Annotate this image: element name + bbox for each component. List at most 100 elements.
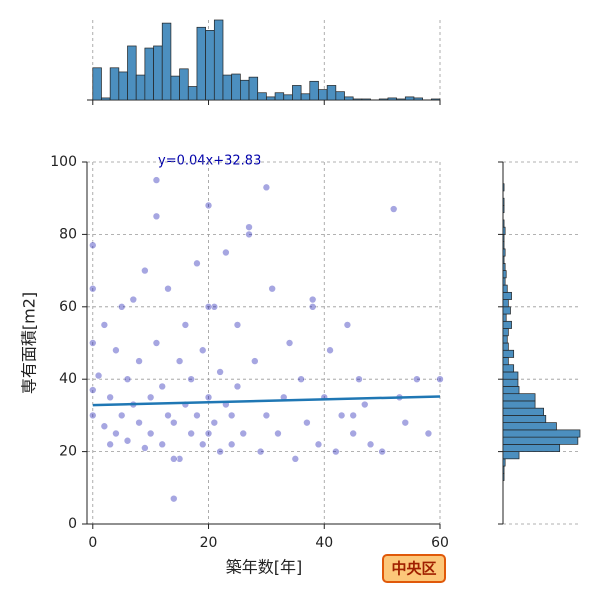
y-hist-bar <box>502 255 505 264</box>
badge-box <box>382 554 446 583</box>
scatter-point <box>262 411 271 420</box>
scatter-point <box>152 176 161 184</box>
y-hist-bar <box>502 393 536 402</box>
y-hist-bar <box>502 219 505 228</box>
scatter-point <box>158 382 167 391</box>
scatter-point <box>175 455 184 463</box>
x-hist-bar <box>396 98 406 101</box>
scatter-point <box>170 494 178 503</box>
scatter-point <box>88 411 97 420</box>
y-hist-bar <box>502 400 536 409</box>
x-hist-bar <box>309 80 319 101</box>
scatter-point <box>135 357 143 365</box>
y-axis-label: 専有面積[m2] <box>20 292 39 394</box>
scatter-point <box>170 418 178 427</box>
y-hist-bar <box>502 465 505 474</box>
y-hist-bar <box>502 226 506 235</box>
y-hist-bar <box>502 313 507 322</box>
y-tick-label: 100 <box>50 154 77 170</box>
x-hist-bar <box>274 92 285 101</box>
scatter-point <box>245 223 253 231</box>
y-hist-bar <box>502 422 557 431</box>
y-hist-bar <box>502 349 515 358</box>
scatter-point <box>297 375 305 384</box>
scatter-point <box>187 429 195 438</box>
scatter-point <box>152 212 161 221</box>
y-tick-label: 20 <box>59 444 77 460</box>
x-hist-bar <box>361 98 371 101</box>
x-hist-bar <box>118 71 128 101</box>
scatter-point <box>349 411 357 420</box>
regression-line <box>92 395 441 407</box>
scatter-point <box>291 455 300 463</box>
y-tick-label: 80 <box>59 226 77 242</box>
scatter-point <box>274 429 282 438</box>
x-hist-bar <box>92 67 102 101</box>
scatter-point <box>152 339 161 347</box>
y-tick-label: 60 <box>59 299 77 315</box>
scatter-point <box>308 295 317 304</box>
scatter-point <box>308 302 317 311</box>
scatter-point <box>210 302 219 311</box>
scatter-point <box>222 248 230 257</box>
scatter-point <box>332 447 340 456</box>
scatter-point <box>349 429 357 438</box>
scatter-point <box>204 429 213 438</box>
y-hist-bar <box>502 472 505 481</box>
x-hist-bar <box>161 22 172 101</box>
scatter-point <box>198 346 207 355</box>
y-hist-bar <box>502 371 519 380</box>
y-hist-bar <box>502 444 561 452</box>
scatter-point <box>193 411 201 420</box>
x-hist-bar <box>257 92 267 101</box>
y-hist-bar <box>502 291 512 300</box>
scatter-point <box>146 429 155 438</box>
scatter-point <box>88 386 97 394</box>
scatter-point <box>204 393 213 402</box>
y-hist-bar <box>502 205 505 214</box>
y-hist-bar <box>502 357 509 366</box>
y-hist-bar <box>502 306 511 315</box>
y-hist-bar <box>502 299 509 308</box>
y-hist-bar <box>502 451 520 460</box>
scatter-point <box>216 447 224 456</box>
scatter-point <box>233 321 242 329</box>
scatter-point <box>141 266 149 275</box>
scatter-point <box>366 440 375 449</box>
scatter-point <box>187 375 195 384</box>
x-hist-bar <box>300 93 311 101</box>
x-hist-bar <box>344 96 354 101</box>
scatter-point <box>88 241 97 250</box>
x-hist-bar <box>413 97 423 101</box>
scatter-point <box>100 422 109 431</box>
scatter-point <box>123 375 132 384</box>
scatter-point <box>112 346 120 355</box>
scatter-point <box>245 230 253 239</box>
x-hist-bar <box>352 98 363 101</box>
y-hist-bar <box>502 277 506 286</box>
x-hist-bar <box>109 67 120 101</box>
y-hist-bar <box>502 234 505 242</box>
x-hist-bar <box>222 74 233 101</box>
x-hist-bar <box>231 73 241 101</box>
scatter-point <box>158 440 167 449</box>
x-hist-bar <box>430 98 441 101</box>
x-hist-bar <box>404 96 415 101</box>
y-tick-label: 0 <box>68 516 77 532</box>
y-hist-bar <box>502 241 505 250</box>
x-hist-bar <box>387 97 397 101</box>
y-hist-bar <box>502 328 509 337</box>
x-tick-label: 0 <box>88 535 97 551</box>
scatter-point <box>181 321 190 329</box>
scatter-point <box>401 418 410 427</box>
x-hist-bar <box>205 30 215 101</box>
x-hist-bar <box>292 85 302 101</box>
x-hist-bar <box>144 47 154 101</box>
scatter-point <box>413 375 421 384</box>
x-hist-bar <box>101 97 111 101</box>
y-hist-bar <box>502 407 544 416</box>
scatter-point <box>141 444 149 452</box>
scatter-point <box>164 411 172 420</box>
y-hist-bar <box>502 378 519 387</box>
